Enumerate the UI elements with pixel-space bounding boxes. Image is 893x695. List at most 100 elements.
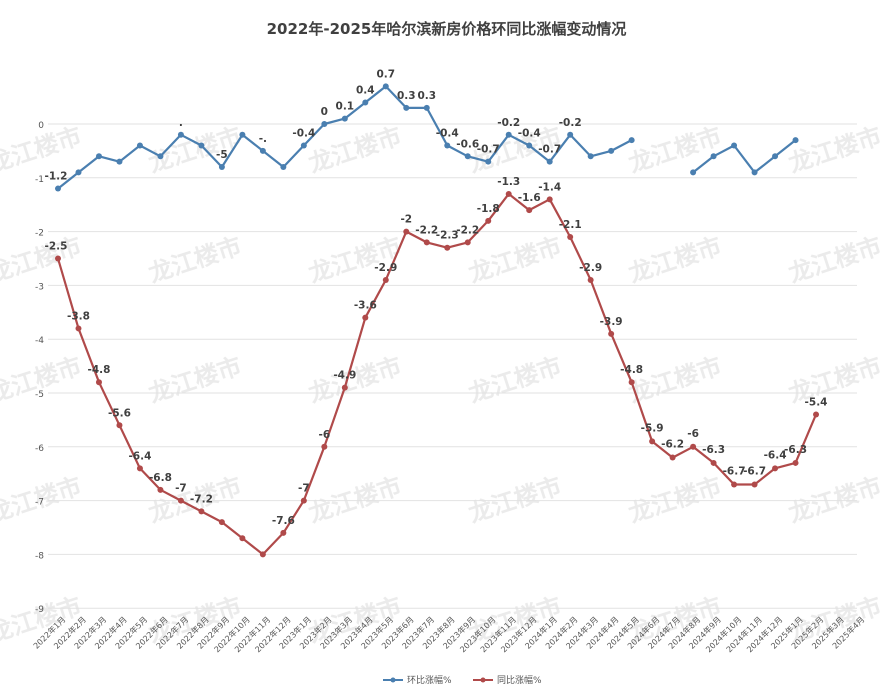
data-point (505, 131, 512, 138)
data-label: -6.3 (784, 444, 807, 456)
data-point (649, 438, 656, 445)
data-label: -1.8 (477, 203, 500, 215)
data-label: -0.2 (497, 117, 520, 129)
data-point (423, 104, 430, 111)
data-label: -2.3 (436, 230, 459, 242)
data-label: -6.4 (128, 450, 151, 462)
data-label: -3.6 (354, 300, 377, 312)
data-point (341, 384, 348, 391)
data-point (731, 142, 738, 149)
watermark: 龙江楼市 (465, 352, 565, 408)
data-point (280, 529, 287, 536)
data-label: -6.2 (661, 439, 684, 451)
chart-title: 2022年-2025年哈尔滨新房价格环同比涨幅变动情况 (266, 20, 627, 38)
data-label: 0.3 (417, 90, 436, 102)
data-point (669, 454, 676, 461)
data-label: -5.4 (805, 397, 828, 409)
data-label: 0.4 (356, 84, 375, 96)
data-point (239, 535, 246, 542)
y-tick-label: -7 (35, 498, 44, 508)
data-point (751, 169, 758, 176)
data-point (567, 233, 574, 240)
data-label: -0.7 (477, 144, 500, 156)
watermark: 龙江楼市 (785, 232, 885, 288)
watermark: 龙江楼市 (305, 232, 405, 288)
watermark: 龙江楼市 (305, 122, 405, 178)
data-point (608, 147, 615, 154)
data-point (177, 497, 184, 504)
data-point (136, 465, 143, 472)
watermark: 龙江楼市 (625, 472, 725, 528)
data-point (95, 379, 102, 386)
data-point (95, 153, 102, 160)
y-tick-label: -8 (35, 551, 44, 561)
data-point (55, 185, 61, 192)
data-point (157, 153, 164, 160)
data-label: -2.2 (415, 224, 438, 236)
data-point (464, 239, 471, 246)
data-label: -4.8 (87, 364, 110, 376)
data-label: 0.3 (397, 90, 416, 102)
data-label: -1.4 (538, 181, 561, 193)
data-label: -0.4 (292, 128, 315, 140)
data-label: -2.2 (456, 224, 479, 236)
data-point (464, 153, 471, 160)
data-point (218, 519, 225, 526)
data-label: -0.7 (538, 144, 561, 156)
legend-label: 环比涨幅% (407, 674, 452, 686)
data-point (403, 104, 410, 111)
data-point (485, 158, 492, 165)
data-point (628, 137, 635, 144)
data-point (198, 508, 205, 515)
legend-marker (390, 677, 396, 683)
data-point (772, 465, 779, 472)
data-point (198, 142, 205, 149)
watermark: 龙江楼市 (785, 472, 885, 528)
data-point (587, 153, 594, 160)
y-tick-label: -2 (35, 229, 44, 239)
y-tick-label: 0 (38, 121, 44, 131)
data-point (259, 147, 266, 154)
data-point (567, 131, 574, 138)
data-point (300, 497, 307, 504)
data-label: . (179, 117, 183, 129)
data-point (628, 379, 635, 386)
y-tick-label: -1 (35, 175, 44, 185)
data-label: -2.5 (45, 241, 68, 253)
data-label: -. (259, 133, 267, 145)
watermark: 龙江楼市 (465, 232, 565, 288)
data-point (403, 228, 410, 235)
data-point (710, 459, 717, 466)
data-label: -1.2 (45, 171, 68, 183)
data-point (136, 142, 143, 149)
data-point (423, 239, 430, 246)
data-point (55, 255, 61, 262)
data-point (259, 551, 266, 558)
data-point (177, 131, 184, 138)
data-point (75, 325, 82, 332)
data-point (690, 169, 697, 176)
data-label: -5.9 (641, 422, 664, 434)
y-tick-label: -3 (35, 282, 44, 292)
watermark: 龙江楼市 (625, 232, 725, 288)
watermark: 龙江楼市 (625, 352, 725, 408)
data-label: -2.1 (559, 219, 582, 231)
legend-label: 同比涨幅% (497, 674, 542, 686)
data-label: -3.8 (67, 310, 90, 322)
data-label: -7.2 (190, 493, 213, 505)
watermark: 龙江楼市 (465, 472, 565, 528)
data-label: -0.4 (436, 128, 459, 140)
data-label: -6.4 (764, 449, 787, 461)
data-label: -6 (687, 428, 699, 440)
data-label: -4.9 (333, 370, 356, 382)
watermark: 龙江楼市 (145, 232, 245, 288)
data-label: -2.9 (374, 262, 397, 274)
data-point (813, 411, 820, 418)
data-point (587, 277, 594, 284)
data-point (300, 142, 307, 149)
legend-marker (480, 677, 486, 683)
data-label: 0.7 (376, 68, 395, 80)
data-label: -2.9 (579, 262, 602, 274)
